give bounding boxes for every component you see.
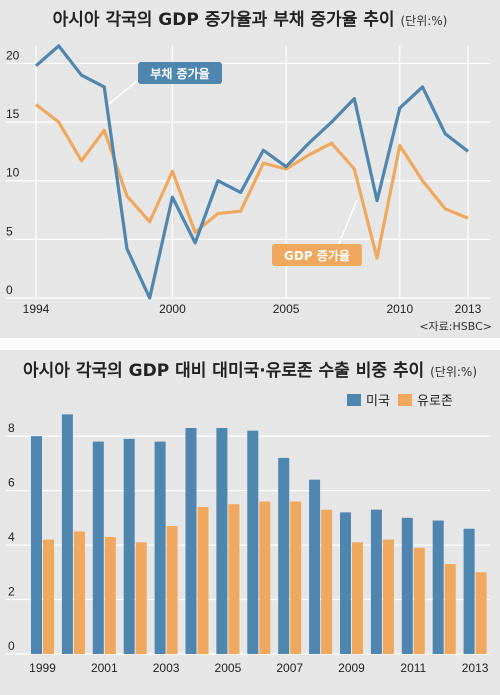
legend-label-euro: 유로존 <box>417 394 453 409</box>
bar-chart-unit: (단위:%) <box>430 365 478 379</box>
euro-bar <box>135 542 147 654</box>
x-tick-label: 2005 <box>215 661 242 675</box>
y-tick-label: 4 <box>8 530 15 544</box>
y-tick-label: 15 <box>6 107 20 121</box>
euro-bar <box>413 547 425 654</box>
euro-bar <box>73 531 85 654</box>
x-tick-label: 2013 <box>455 302 482 316</box>
line-chart-plot: 0 5 10 15 20 1994 2000 2005 2010 2013 부채 증가율 GDP 증가… <box>6 44 490 316</box>
y-tick-label: 20 <box>6 48 20 62</box>
line-chart-unit: (단위:%) <box>400 14 448 28</box>
y-tick-label: 8 <box>8 421 15 435</box>
us-bar <box>309 479 321 654</box>
debt-label-leader <box>108 79 139 105</box>
x-tick-label: 1999 <box>29 661 56 675</box>
us-bar <box>401 517 413 654</box>
euro-bar <box>352 542 363 654</box>
us-bar <box>247 430 259 654</box>
euro-bar <box>43 539 54 654</box>
euro-bar <box>259 501 271 654</box>
euro-bar <box>197 506 209 654</box>
x-tick-label: 2013 <box>462 661 489 675</box>
x-tick-label: 1994 <box>23 302 50 316</box>
y-tick-label: 10 <box>6 166 20 180</box>
euro-bar <box>444 564 456 654</box>
y-tick-label: 2 <box>8 585 15 599</box>
euro-bar <box>290 501 302 654</box>
us-bar <box>432 520 444 654</box>
x-tick-label: 2005 <box>273 302 300 316</box>
line-chart-title: 아시아 각국의 GDP 증가율과 부채 증가율 추이 (단위:%) <box>0 5 500 30</box>
us-bar <box>463 528 475 654</box>
export-share-bar-chart-panel: 아시아 각국의 GDP 대비 대미국·유로존 수출 비중 추이 (단위:%) 미… <box>0 350 500 695</box>
line-chart-source: <자료:HSBC> <box>419 320 492 333</box>
us-bar <box>123 438 135 654</box>
gdp-label-leader <box>337 199 358 247</box>
debt-series-label: 부채 증가율 <box>150 66 209 81</box>
euro-bar <box>382 539 394 654</box>
x-tick-label: 2011 <box>400 661 426 675</box>
euro-bar <box>321 509 333 654</box>
x-tick-label: 2009 <box>338 661 365 675</box>
debt-gdp-line-chart-panel: 아시아 각국의 GDP 증가율과 부채 증가율 추이 (단위:%) 0 5 10 15… <box>0 0 500 338</box>
us-bar <box>370 509 382 654</box>
bar-chart-title-text: 아시아 각국의 GDP 대비 대미국·유로존 수출 비중 추이 <box>22 361 425 381</box>
us-bar <box>61 414 73 654</box>
legend-swatch-euro <box>398 393 412 406</box>
y-tick-label: 5 <box>6 224 13 238</box>
us-bar <box>340 512 351 654</box>
x-tick-label: 2003 <box>153 661 180 675</box>
legend-item-euro: 유로존 <box>398 390 453 409</box>
us-bar <box>185 427 197 654</box>
us-bar <box>31 436 42 654</box>
x-tick-label: 2001 <box>91 661 118 675</box>
x-tick-label: 2000 <box>159 302 186 316</box>
legend-label-us: 미국 <box>366 394 390 409</box>
euro-bar <box>104 536 116 654</box>
y-tick-label: 0 <box>8 639 15 653</box>
euro-bar <box>166 526 178 654</box>
x-tick-label: 2010 <box>386 302 413 316</box>
y-tick-label: 0 <box>6 283 13 297</box>
us-bar <box>92 441 104 654</box>
x-tick-label: 2007 <box>276 661 303 675</box>
gdp-label-box <box>272 244 362 266</box>
legend-item-us: 미국 <box>347 390 390 409</box>
us-bar <box>278 457 290 654</box>
us-bar <box>216 427 228 654</box>
debt-label-box <box>138 62 222 84</box>
line-chart-title-text: 아시아 각국의 GDP 증가율과 부채 증가율 추이 <box>52 10 395 30</box>
euro-bar <box>475 572 487 654</box>
us-bar <box>154 441 166 654</box>
bar-chart-title: 아시아 각국의 GDP 대비 대미국·유로존 수출 비중 추이 (단위:%) <box>0 356 500 381</box>
euro-bar <box>228 504 240 654</box>
y-tick-label: 6 <box>8 476 15 490</box>
gdp-series-label: GDP 증가율 <box>284 248 350 263</box>
debt-growth-line <box>34 44 469 300</box>
bar-chart-plot: 0 2 4 6 8 1999 2001 2003 2005 2007 2009 2011 2013 <box>6 414 490 675</box>
gdp-growth-line <box>35 103 469 260</box>
legend-swatch-us <box>347 393 361 406</box>
